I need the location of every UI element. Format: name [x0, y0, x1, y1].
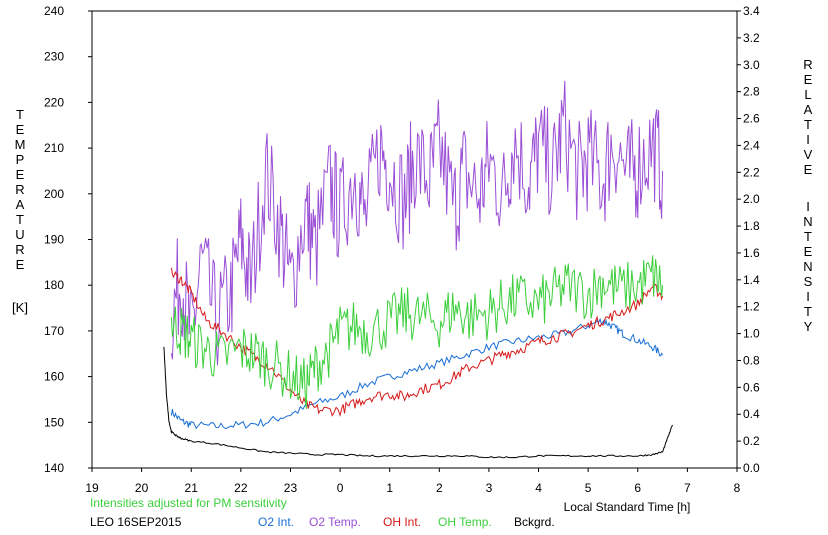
y-label-right-letter: A	[804, 102, 813, 117]
right-tick-label: 2.6	[743, 112, 760, 126]
y-label-right-letter: E	[804, 162, 813, 177]
y-label-left-letter: R	[15, 242, 24, 257]
pm-sensitivity-note: Intensities adjusted for PM sensitivity	[90, 496, 287, 510]
y-label-left-letter: T	[16, 212, 24, 227]
y-label-left-letter: U	[15, 227, 24, 242]
y-label-right-letter: R	[803, 57, 812, 72]
y-label-right-letter: I	[806, 199, 810, 214]
right-tick-label: 2.0	[743, 192, 760, 206]
right-tick-label: 2.4	[743, 138, 760, 152]
y-label-left-letter: E	[16, 122, 25, 137]
y-label-right-letter: N	[803, 259, 812, 274]
left-tick-label: 180	[44, 278, 64, 292]
left-tick-label: 170	[44, 324, 64, 338]
right-tick-label: 3.0	[743, 58, 760, 72]
plot-frame	[91, 10, 738, 469]
series-line-o2-int	[170, 317, 664, 430]
x-tick-label: 0	[337, 481, 344, 495]
left-tick-label: 200	[44, 187, 64, 201]
x-tick-label: 2	[436, 481, 443, 495]
right-tick-label: 0.0	[743, 461, 760, 475]
y-label-left-letter: P	[16, 152, 25, 167]
right-axis-ticks: 0.0 0.2 0.4 0.6 0.8 1.0 1.2 1.4 1.6 1.8 2.0 2.2 2.4 2…	[737, 4, 760, 475]
series-line-bckgrd	[163, 346, 673, 459]
legend: O2 Int. O2 Temp. OH Int. OH Temp. Bckgrd.	[258, 515, 555, 529]
left-tick-label: 230	[44, 50, 64, 64]
legend-entry-oh-int: OH Int.	[383, 515, 421, 529]
x-tick-label: 5	[585, 481, 592, 495]
left-tick-label: 240	[44, 4, 64, 18]
right-tick-label: 3.2	[743, 31, 760, 45]
y-label-right-letter: Y	[804, 319, 813, 334]
legend-entry-bckgrd: Bckgrd.	[514, 515, 555, 529]
y-label-right-letter: L	[804, 87, 811, 102]
legend-entry-o2-int: O2 Int.	[258, 515, 294, 529]
right-tick-label: 1.2	[743, 300, 760, 314]
left-tick-label: 150	[44, 415, 64, 429]
x-tick-label: 19	[85, 481, 99, 495]
y-label-right-letter: V	[804, 147, 813, 162]
y-label-right-letter: T	[804, 304, 812, 319]
series-layer	[163, 80, 673, 459]
x-tick-label: 23	[284, 481, 298, 495]
x-tick-label: 1	[386, 481, 393, 495]
x-tick-label: 8	[734, 481, 741, 495]
left-tick-label: 210	[44, 141, 64, 155]
y-label-right-letter: E	[804, 72, 813, 87]
y-label-right-letter: I	[806, 289, 810, 304]
x-tick-label: 6	[634, 481, 641, 495]
legend-entry-oh-temp: OH Temp.	[438, 515, 492, 529]
y-label-right-letter: S	[804, 274, 813, 289]
x-tick-label: 7	[684, 481, 691, 495]
y-label-right-letter: I	[806, 132, 810, 147]
left-tick-label: 220	[44, 95, 64, 109]
right-tick-label: 0.4	[743, 407, 760, 421]
right-tick-label: 1.6	[743, 246, 760, 260]
x-tick-label: 22	[234, 481, 248, 495]
y-label-left-letter: M	[15, 137, 26, 152]
y-label-left-letter: A	[16, 197, 25, 212]
x-tick-label: 3	[486, 481, 493, 495]
right-tick-label: 0.8	[743, 353, 760, 367]
y-label-right-letter: T	[804, 229, 812, 244]
y-label-left-letter: R	[15, 182, 24, 197]
x-tick-label: 21	[185, 481, 199, 495]
right-tick-label: 0.2	[743, 434, 760, 448]
y-label-left-letter: E	[16, 257, 25, 272]
y-label-left-unit: [K]	[12, 300, 28, 315]
x-tick-label: 4	[535, 481, 542, 495]
right-tick-label: 2.2	[743, 165, 760, 179]
legend-entry-o2-temp: O2 Temp.	[309, 515, 361, 529]
y-label-right-letter: N	[803, 214, 812, 229]
right-tick-label: 0.6	[743, 380, 760, 394]
right-tick-label: 2.8	[743, 85, 760, 99]
y-label-right-letter: T	[804, 117, 812, 132]
right-tick-label: 3.4	[743, 4, 760, 18]
x-axis-ticks: 19 20 21 22 23 0 1 2 3 4 5 6 7 8	[85, 468, 741, 495]
y-label-left-letter: T	[16, 107, 24, 122]
y-label-right-letter: E	[804, 244, 813, 259]
left-tick-label: 190	[44, 233, 64, 247]
right-tick-label: 1.0	[743, 327, 760, 341]
y-label-left-letter: E	[16, 167, 25, 182]
left-tick-label: 160	[44, 370, 64, 384]
x-axis-label: Local Standard Time [h]	[564, 500, 691, 514]
left-axis-ticks: 140 150 160 170 180 190 200 210 220 230 240	[44, 4, 92, 475]
right-tick-label: 1.4	[743, 273, 760, 287]
station-date-label: LEO 16SEP2015	[90, 515, 182, 529]
series-line-oh-temp	[170, 255, 664, 410]
right-tick-label: 1.8	[743, 219, 760, 233]
left-tick-label: 140	[44, 461, 64, 475]
series-line-o2-temp	[170, 80, 664, 366]
x-tick-label: 20	[135, 481, 149, 495]
